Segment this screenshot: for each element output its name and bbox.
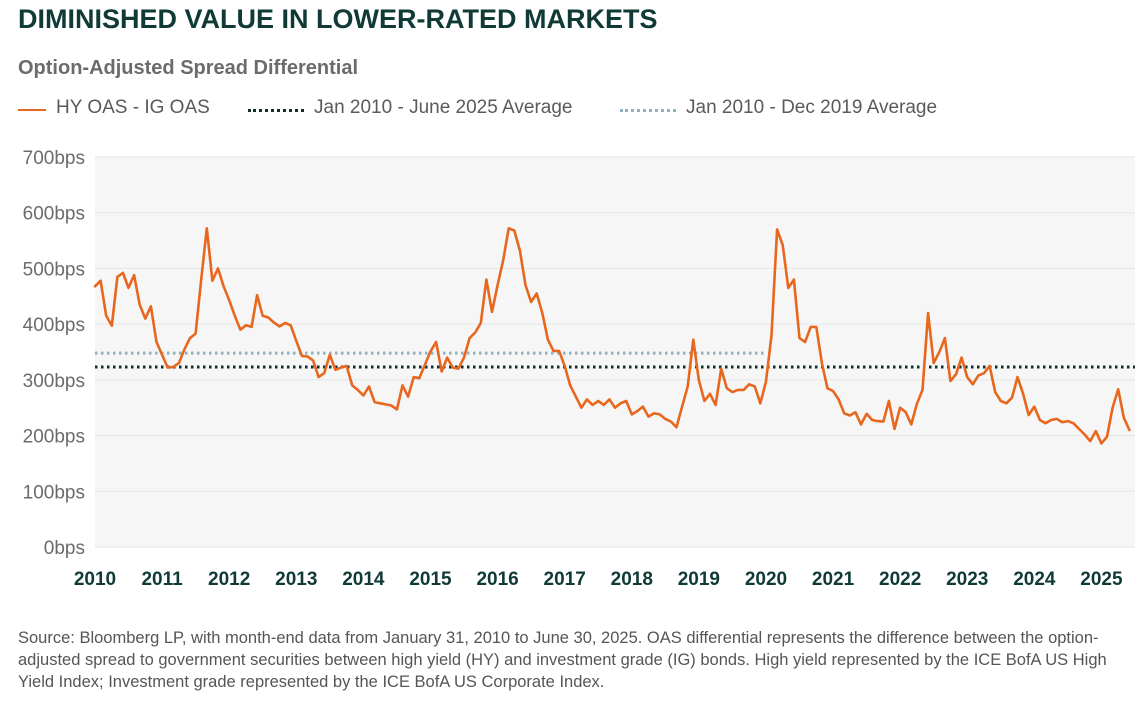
x-tick-label: 2010 (74, 569, 116, 590)
x-tick-label: 2014 (342, 569, 385, 590)
x-tick-label: 2020 (745, 569, 787, 590)
legend-swatch-dotted-light (620, 109, 676, 112)
legend-label-hy-ig: HY OAS - IG OAS (56, 97, 210, 118)
y-tick-label: 0bps (44, 538, 85, 559)
y-tick-label: 400bps (23, 315, 85, 336)
x-tick-label: 2018 (611, 569, 653, 590)
y-tick-label: 500bps (23, 259, 85, 280)
y-tick-label: 700bps (23, 148, 85, 169)
x-tick-label: 2015 (409, 569, 452, 590)
chart-subtitle: Option-Adjusted Spread Differential (18, 57, 359, 79)
plot-area (95, 157, 1135, 547)
chart-title: DIMINISHED VALUE IN LOWER-RATED MARKETS (18, 4, 658, 34)
x-tick-label: 2019 (678, 569, 720, 590)
y-tick-label: 100bps (23, 482, 85, 503)
x-tick-label: 2021 (812, 569, 855, 590)
x-axis: 2010 2011 2012 2013 2014 2015 2016 2017 2018 2019… (74, 569, 1123, 590)
y-tick-label: 600bps (23, 204, 85, 225)
y-axis: 0bps 100bps 200bps 300bps 400bps 500bps 600bps… (23, 148, 85, 559)
legend-swatch-solid-orange (18, 109, 46, 111)
legend-swatch-dotted-dark (248, 109, 304, 112)
x-tick-label: 2012 (208, 569, 250, 590)
series-lines (93, 227, 1131, 445)
source-note: Source: Bloomberg LP, with month-end dat… (18, 629, 1107, 691)
series-line-hy-ig-oas (93, 227, 1131, 445)
x-tick-label: 2013 (275, 569, 317, 590)
x-tick-label: 2017 (544, 569, 586, 590)
legend-label-full-average: Jan 2010 - June 2025 Average (314, 97, 573, 118)
average-lines (95, 351, 1135, 369)
gridlines (95, 156, 1135, 548)
chart-svg: 0bps 100bps 200bps 300bps 400bps 500bps 600bps… (23, 148, 1135, 590)
x-tick-label: 2016 (476, 569, 518, 590)
x-tick-label: 2024 (1013, 569, 1056, 590)
legend-label-pre2020-average: Jan 2010 - Dec 2019 Average (686, 97, 938, 118)
x-tick-label: 2025 (1080, 569, 1123, 590)
x-tick-label: 2023 (946, 569, 988, 590)
y-tick-label: 200bps (23, 427, 85, 448)
x-tick-label: 2022 (879, 569, 921, 590)
x-tick-label: 2011 (141, 569, 183, 590)
y-tick-label: 300bps (23, 371, 85, 392)
